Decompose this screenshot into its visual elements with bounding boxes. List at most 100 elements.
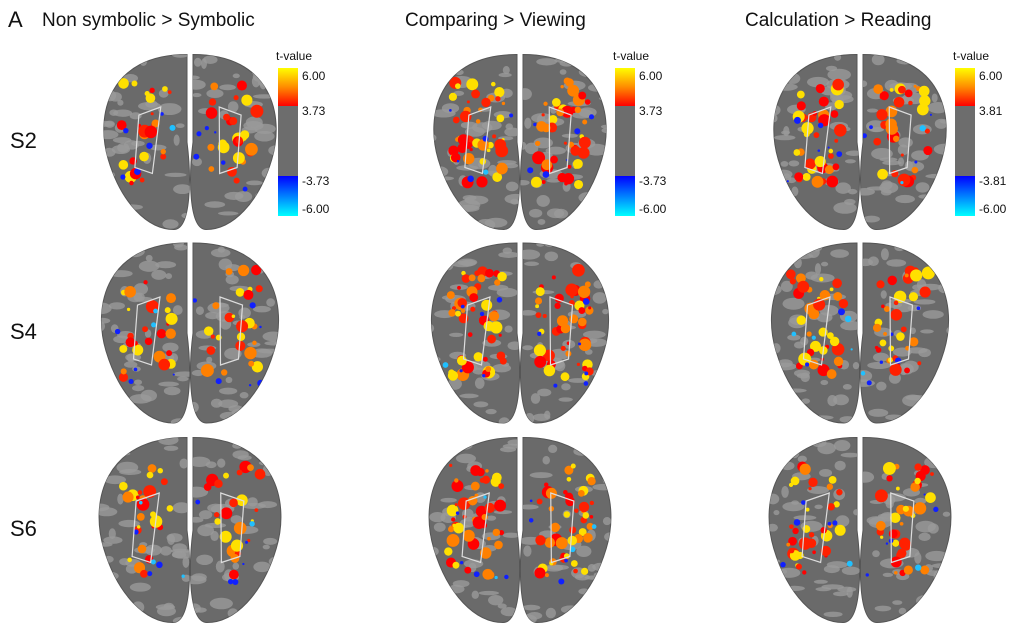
sulcus [945,190,947,200]
sulcus [162,342,179,353]
activation [452,116,460,124]
activation [165,328,176,339]
activation [802,172,811,181]
sulcus [929,186,944,194]
sulcus [456,439,473,450]
sulcus [218,211,239,216]
deactivation [133,529,139,535]
sulcus [913,299,936,305]
deactivation [196,131,202,137]
sulcus [520,504,539,510]
deactivation [193,153,200,160]
deactivation [150,559,156,565]
activation [550,155,558,164]
activation [806,331,812,337]
sulcus [502,247,513,254]
sulcus [251,218,270,228]
activation [788,482,794,488]
sulcus [206,89,224,99]
activation [459,110,472,123]
sulcus [909,213,930,224]
activation [902,505,909,512]
activation [213,512,220,518]
column-title: Comparing > Viewing [405,10,586,31]
activation [144,91,150,97]
deactivation [456,159,460,163]
sulcus [262,544,270,550]
sulcus [524,117,532,129]
activation [569,314,579,324]
roi-outline [549,296,574,366]
sulcus [780,161,789,167]
activation [535,535,546,546]
colorbar-tick: -6.00 [979,202,1007,216]
sulcus [578,400,588,409]
activation [483,321,494,332]
activation [560,372,570,382]
sulcus [601,166,607,175]
activation [496,162,508,175]
hemisphere [103,53,190,231]
sulcus [597,575,611,585]
sulcus [129,582,151,592]
sulcus [252,94,276,99]
activation [808,308,820,320]
activation [158,358,171,371]
activation [874,489,888,503]
sulcus [108,405,118,416]
sulcus [250,348,273,358]
activation [904,89,913,98]
activation [893,96,905,108]
sulcus [529,208,543,218]
deactivation [564,558,568,563]
deactivation [791,331,797,337]
deactivation [114,328,121,335]
sulcus [787,334,801,341]
colorbar-hot [278,68,298,106]
sulcus [170,418,190,423]
activation [587,477,596,486]
deactivation [584,371,589,376]
sulcus [106,451,131,457]
activation [455,310,461,317]
deactivation [455,511,460,515]
deactivation [866,380,872,386]
sulcus [498,251,520,258]
sulcus [862,215,880,223]
deactivation [916,306,921,311]
sulcus [895,194,915,204]
activation [555,537,568,550]
sulcus [457,615,480,623]
deactivation [242,562,245,566]
sulcus [429,546,439,557]
sulcus [896,57,914,65]
activation [203,326,214,336]
sulcus [108,302,125,310]
sulcus [553,208,569,219]
hemisphere [860,242,950,424]
activation [124,285,136,298]
hemisphere [430,242,520,424]
deactivation [923,493,926,496]
sulcus [172,502,190,514]
sulcus [462,194,477,201]
deactivation [933,506,939,512]
panel-label: A [8,7,23,32]
activation [536,498,543,505]
deactivation [169,124,176,131]
activation [563,141,567,145]
activation [834,124,847,137]
sulcus [103,147,116,157]
activation [794,172,804,182]
sulcus [181,212,190,219]
activation [541,113,545,117]
deactivation [844,315,852,323]
sulcus [274,379,279,385]
activation [229,498,238,508]
sulcus [157,103,182,116]
sulcus [814,263,822,275]
sulcus [902,394,924,407]
sulcus [773,196,776,209]
activation [586,522,594,531]
activation [165,312,178,325]
